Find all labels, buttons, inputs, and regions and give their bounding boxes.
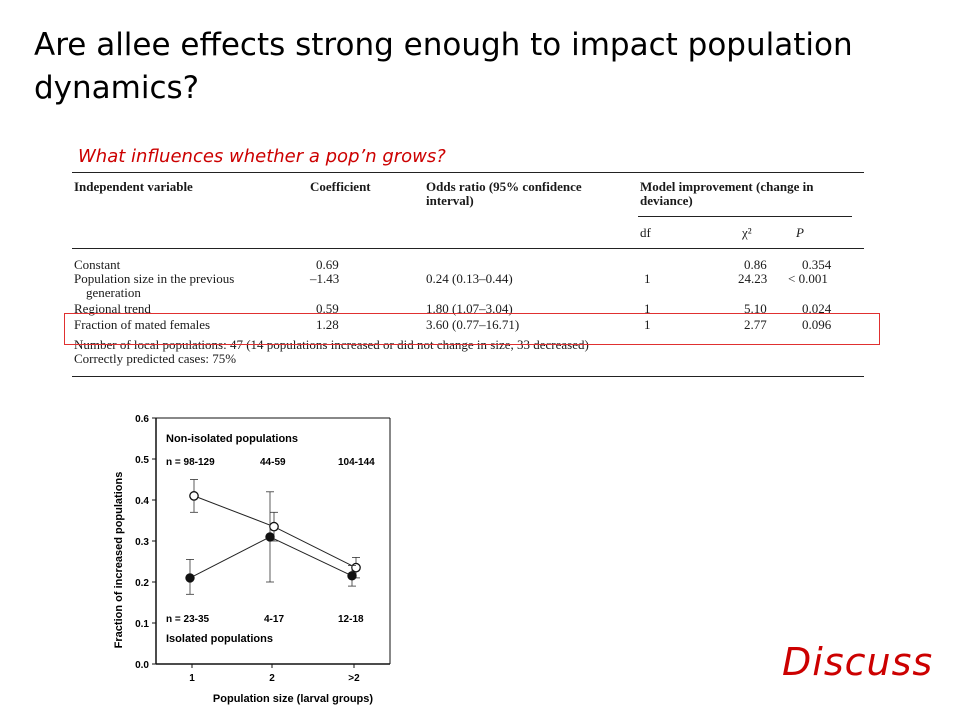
data-point-open [189,491,199,501]
series-line [189,536,353,579]
row-p: 0.354 [802,257,832,272]
legend-isolated: Isolated populations [166,633,273,645]
row-odds-ratio: 0.24 (0.13–0.44) [426,271,513,286]
row-odds-ratio: 1.80 (1.07–3.04) [426,301,513,316]
row-variable-cont: generation [86,285,141,300]
row-df: 1 [644,301,651,316]
data-point-open [351,562,361,573]
x-tick-label: 2 [269,673,275,684]
y-tick-label: 0.0 [135,660,149,671]
header-df: df [640,225,651,240]
row-variable: Fraction of mated females [74,317,211,332]
header-odds-ratio-cont: interval) [426,193,474,208]
discuss-label: Discuss [782,640,934,684]
n-label-nonisolated: 104-144 [338,457,375,468]
row-variable: Regional trend [74,301,151,316]
row-variable: Constant [74,257,121,272]
fraction-increased-chart: 0.0 0.1 0.2 0.3 0.4 0.5 0.6 1 2 >2 n = 98-129 44-… [113,414,391,705]
table-footer-accuracy: Correctly predicted cases: 75% [74,351,237,366]
series-line [193,495,357,569]
y-tick-label: 0.6 [135,414,149,425]
y-tick-label: 0.3 [135,537,149,548]
n-label-isolated: 12-18 [338,614,364,625]
row-coefficient: 1.28 [316,317,339,332]
row-chi2: 5.10 [744,301,767,316]
row-df: 1 [644,317,651,332]
data-point-open [269,521,279,532]
table-top-rule [72,172,864,173]
header-independent-variable: Independent variable [74,179,193,194]
data-point-filled [347,571,357,581]
row-odds-ratio: 3.60 (0.77–16.71) [426,317,520,332]
row-chi2: 2.77 [744,317,767,332]
slide-subtitle: What influences whether a pop’n grows? [78,146,446,167]
y-tick-label: 0.2 [135,578,149,589]
x-axis-label: Population size (larval groups) [213,693,373,705]
y-axis-label: Fraction of increased populations [113,472,125,649]
n-label-nonisolated: n = 98-129 [166,457,215,468]
header-model-improvement-cont: deviance) [640,193,693,208]
row-variable: Population size in the previous [74,271,235,286]
n-label-isolated: 4-17 [264,614,284,625]
highlight-box [64,313,880,345]
row-p: 0.024 [802,301,832,316]
header-coefficient: Coefficient [310,179,371,194]
n-label-isolated: n = 23-35 [166,614,210,625]
row-p: 0.096 [802,317,832,332]
row-chi2: 24.23 [738,271,768,286]
header-p: P [796,225,804,240]
row-df: 1 [644,271,651,286]
header-odds-ratio: Odds ratio (95% confidence [426,179,582,194]
row-p: < 0.001 [788,271,828,286]
n-label-nonisolated: 44-59 [260,457,286,468]
header-bottom-rule [72,248,864,249]
y-tick-label: 0.5 [135,455,149,466]
header-sub-rule [638,216,852,217]
x-tick-label: >2 [348,673,360,684]
regression-table: Independent variable Coefficient Odds ra… [72,168,864,384]
data-point-filled [185,573,195,583]
x-tick-label: 1 [189,673,195,684]
table-bottom-rule [72,376,864,377]
row-chi2: 0.86 [744,257,767,272]
row-coefficient: –1.43 [310,271,340,286]
row-coefficient: 0.59 [316,301,339,316]
y-tick-label: 0.4 [135,496,149,507]
legend-nonisolated: Non-isolated populations [166,433,298,445]
row-coefficient: 0.69 [316,257,339,272]
data-point-filled [265,532,275,542]
header-model-improvement: Model improvement (change in [640,179,814,194]
slide-title: Are allee effects strong enough to impac… [34,27,853,106]
header-chi2: χ² [742,225,752,240]
y-tick-label: 0.1 [135,619,149,630]
